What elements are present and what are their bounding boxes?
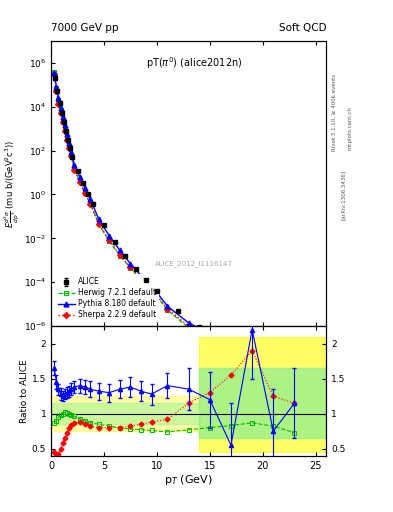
Pythia 8.180 default xyxy=(56,95,61,101)
Pythia 8.180 default xyxy=(149,283,154,289)
Pythia 8.180 default xyxy=(64,131,69,137)
Sherpa 2.2.9 default xyxy=(186,323,191,329)
Sherpa 2.2.9 default xyxy=(69,153,73,159)
Herwig 7.2.1 default xyxy=(107,238,112,244)
Sherpa 2.2.9 default xyxy=(208,332,212,338)
Pythia 8.180 default xyxy=(139,272,143,279)
Herwig 7.2.1 default xyxy=(292,372,297,378)
Sherpa 2.2.9 default xyxy=(292,367,297,373)
Herwig 7.2.1 default xyxy=(229,347,233,353)
Sherpa 2.2.9 default xyxy=(229,338,233,345)
Herwig 7.2.1 default xyxy=(67,144,72,150)
Pythia 8.180 default xyxy=(69,148,73,155)
Text: Soft QCD: Soft QCD xyxy=(279,23,326,33)
Pythia 8.180 default xyxy=(118,247,122,253)
Herwig 7.2.1 default xyxy=(250,356,255,362)
Line: Pythia 8.180 default: Pythia 8.180 default xyxy=(52,71,318,379)
Sherpa 2.2.9 default xyxy=(56,100,61,106)
Herwig 7.2.1 default xyxy=(165,307,170,313)
Sherpa 2.2.9 default xyxy=(67,145,72,151)
Pythia 8.180 default xyxy=(208,331,212,337)
Herwig 7.2.1 default xyxy=(139,276,143,283)
Pythia 8.180 default xyxy=(250,352,255,358)
Pythia 8.180 default xyxy=(54,84,59,90)
Legend: ALICE, Herwig 7.2.1 default, Pythia 8.180 default, Sherpa 2.2.9 default: ALICE, Herwig 7.2.1 default, Pythia 8.18… xyxy=(55,274,159,322)
Sherpa 2.2.9 default xyxy=(54,89,59,95)
Herwig 7.2.1 default xyxy=(149,287,154,293)
Pythia 8.180 default xyxy=(77,174,82,180)
Herwig 7.2.1 default xyxy=(58,107,63,113)
Herwig 7.2.1 default xyxy=(83,189,87,196)
Herwig 7.2.1 default xyxy=(54,85,59,91)
Pythia 8.180 default xyxy=(72,162,77,168)
Herwig 7.2.1 default xyxy=(118,253,122,259)
Herwig 7.2.1 default xyxy=(77,178,82,184)
Sherpa 2.2.9 default xyxy=(139,276,143,282)
Herwig 7.2.1 default xyxy=(52,69,57,75)
Pythia 8.180 default xyxy=(229,341,233,347)
X-axis label: p$_T$ (GeV): p$_T$ (GeV) xyxy=(164,473,213,487)
Text: [arXiv:1306.3436]: [arXiv:1306.3436] xyxy=(341,169,346,220)
Sherpa 2.2.9 default xyxy=(58,110,63,116)
Herwig 7.2.1 default xyxy=(64,136,69,142)
Herwig 7.2.1 default xyxy=(62,126,67,133)
Sherpa 2.2.9 default xyxy=(128,264,133,270)
Sherpa 2.2.9 default xyxy=(96,221,101,227)
Text: 7000 GeV pp: 7000 GeV pp xyxy=(51,23,119,33)
Sherpa 2.2.9 default xyxy=(52,71,57,77)
Sherpa 2.2.9 default xyxy=(64,137,69,143)
Sherpa 2.2.9 default xyxy=(72,167,77,173)
Pythia 8.180 default xyxy=(128,261,133,267)
Pythia 8.180 default xyxy=(313,373,318,379)
Sherpa 2.2.9 default xyxy=(88,201,93,207)
Pythia 8.180 default xyxy=(165,303,170,309)
Text: Rivet 3.1.10, ≥ 400k events: Rivet 3.1.10, ≥ 400k events xyxy=(332,74,337,151)
Herwig 7.2.1 default xyxy=(96,221,101,227)
Pythia 8.180 default xyxy=(96,216,101,222)
Herwig 7.2.1 default xyxy=(72,166,77,173)
Text: ALICE_2012_I1116147: ALICE_2012_I1116147 xyxy=(155,260,233,267)
Pythia 8.180 default xyxy=(83,185,87,191)
Sherpa 2.2.9 default xyxy=(250,350,255,356)
Sherpa 2.2.9 default xyxy=(165,306,170,312)
Sherpa 2.2.9 default xyxy=(61,119,65,125)
Herwig 7.2.1 default xyxy=(88,200,93,206)
Herwig 7.2.1 default xyxy=(56,97,61,103)
Sherpa 2.2.9 default xyxy=(77,179,82,185)
Sherpa 2.2.9 default xyxy=(118,252,122,258)
Pythia 8.180 default xyxy=(61,114,65,120)
Pythia 8.180 default xyxy=(88,196,93,202)
Herwig 7.2.1 default xyxy=(208,336,212,343)
Pythia 8.180 default xyxy=(52,70,57,76)
Y-axis label: Ratio to ALICE: Ratio to ALICE xyxy=(20,359,29,423)
Herwig 7.2.1 default xyxy=(271,363,275,369)
Sherpa 2.2.9 default xyxy=(83,190,87,196)
Herwig 7.2.1 default xyxy=(313,378,318,385)
Pythia 8.180 default xyxy=(271,358,275,365)
Y-axis label: $E\frac{d^3\sigma}{dp^3}$ (mu b/(GeV$^2$c$^3$)): $E\frac{d^3\sigma}{dp^3}$ (mu b/(GeV$^2$… xyxy=(2,139,21,228)
Line: Sherpa 2.2.9 default: Sherpa 2.2.9 default xyxy=(52,72,318,379)
Pythia 8.180 default xyxy=(67,140,72,146)
Sherpa 2.2.9 default xyxy=(271,360,275,367)
Text: mcplots.cern.ch: mcplots.cern.ch xyxy=(348,106,353,150)
Herwig 7.2.1 default xyxy=(61,117,65,123)
Line: Herwig 7.2.1 default: Herwig 7.2.1 default xyxy=(52,69,318,384)
Pythia 8.180 default xyxy=(292,367,297,373)
Herwig 7.2.1 default xyxy=(69,153,73,159)
Herwig 7.2.1 default xyxy=(186,325,191,331)
Sherpa 2.2.9 default xyxy=(107,238,112,244)
Sherpa 2.2.9 default xyxy=(149,286,154,292)
Pythia 8.180 default xyxy=(62,122,67,129)
Pythia 8.180 default xyxy=(58,104,63,111)
Sherpa 2.2.9 default xyxy=(313,373,318,379)
Pythia 8.180 default xyxy=(186,320,191,326)
Herwig 7.2.1 default xyxy=(128,265,133,271)
Text: pT($\pi^0$) (alice2012n): pT($\pi^0$) (alice2012n) xyxy=(146,55,242,71)
Sherpa 2.2.9 default xyxy=(62,127,67,134)
Pythia 8.180 default xyxy=(107,233,112,239)
